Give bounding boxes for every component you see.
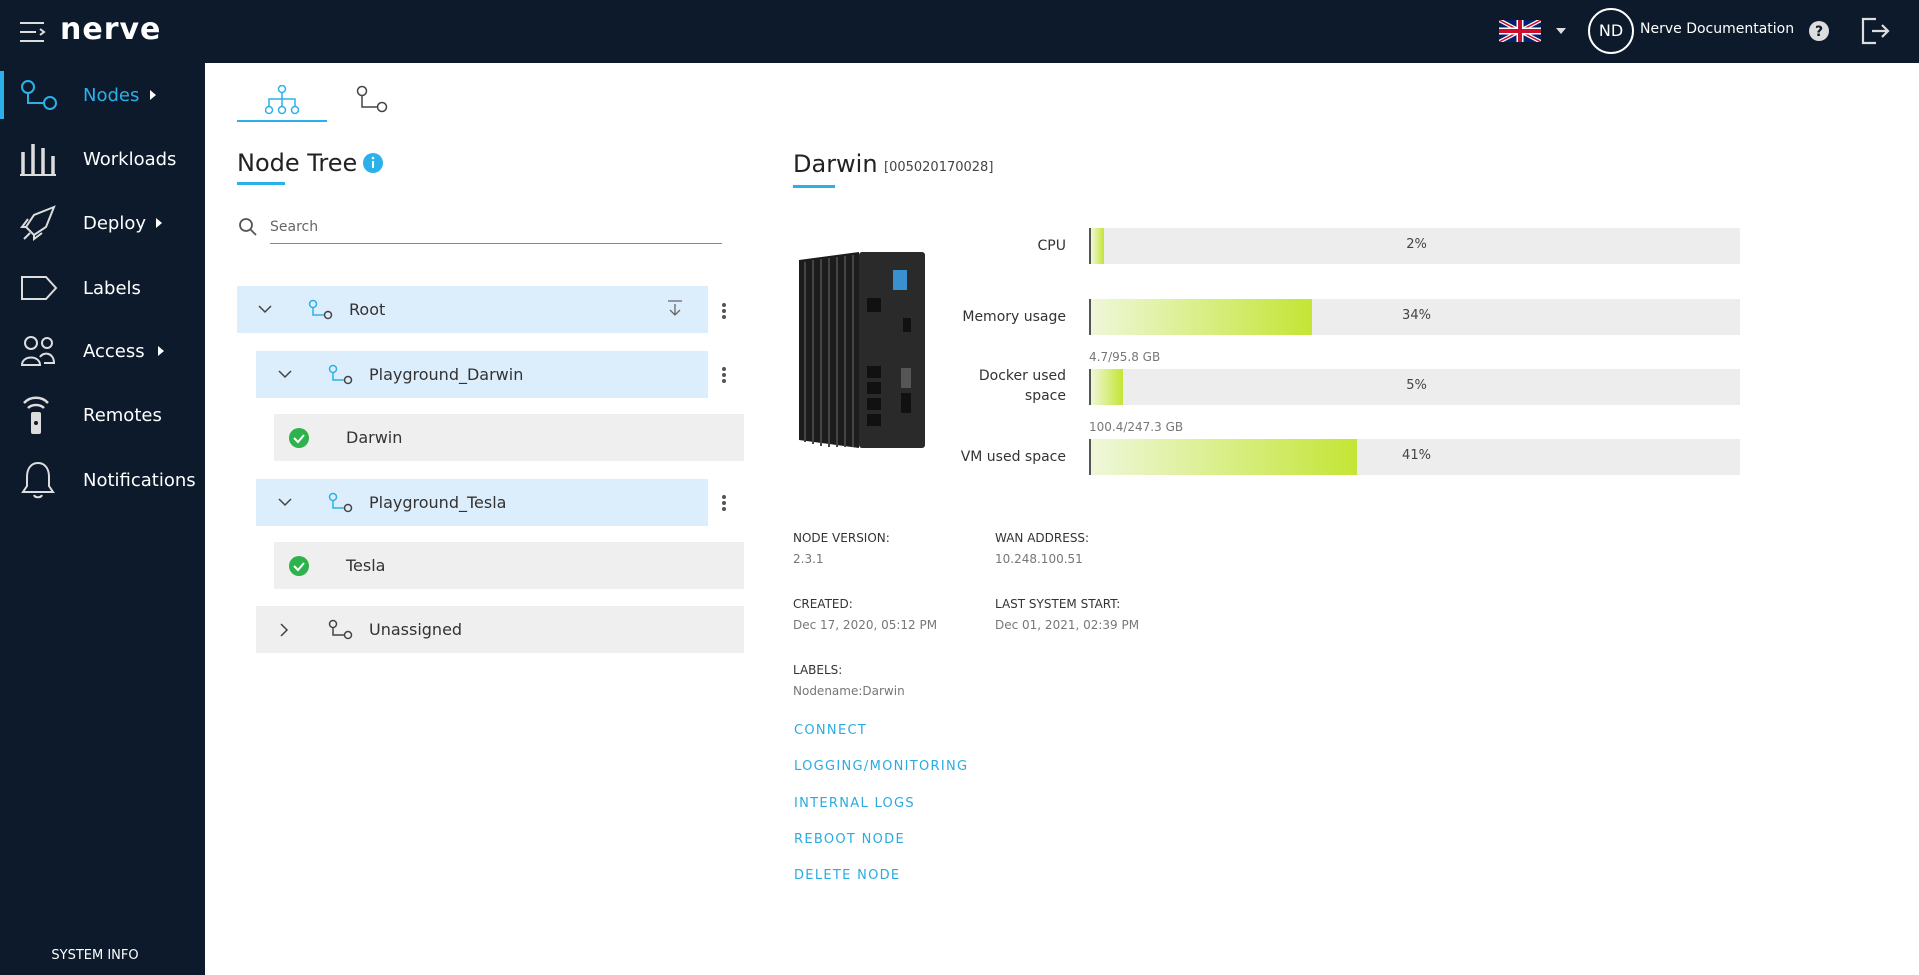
detail-label: CREATED: <box>793 597 853 611</box>
tree-label[interactable]: Root <box>349 300 385 319</box>
search-input[interactable]: Search <box>270 219 318 235</box>
menu-button[interactable] <box>18 20 46 44</box>
tree-row[interactable]: Darwin <box>274 414 744 461</box>
metric-value: 41% <box>1091 448 1742 463</box>
nav-item[interactable]: Workloads <box>0 131 205 187</box>
logout-button[interactable] <box>1860 17 1890 45</box>
search-icon <box>238 217 258 237</box>
info-icon[interactable] <box>363 153 383 173</box>
metric-track: 41% <box>1089 439 1740 475</box>
metric-label: Memory usage <box>866 307 1066 327</box>
nav-label[interactable]: Nodes <box>83 85 139 106</box>
metric-track: 34% <box>1089 299 1740 335</box>
top-bar: nerve ND Nerve Documentation ? <box>0 0 1919 63</box>
metric-value: 34% <box>1091 308 1742 323</box>
action-link[interactable]: LOGGING/MONITORING <box>794 759 968 774</box>
metric-track: 5% <box>1089 369 1740 405</box>
row-menu[interactable] <box>721 302 727 320</box>
nav-item[interactable]: Nodes <box>0 67 205 123</box>
tree-label[interactable]: Darwin <box>346 428 402 447</box>
tree-view-tab[interactable] <box>265 85 299 115</box>
action-link[interactable]: CONNECT <box>794 723 867 738</box>
tree-row[interactable]: Playground_Darwin <box>256 351 708 398</box>
language-flag[interactable] <box>1499 20 1541 42</box>
detail-label: LAST SYSTEM START: <box>995 597 1120 611</box>
tree-label[interactable]: Tesla <box>346 556 385 575</box>
tree-row[interactable]: Playground_Tesla <box>256 479 708 526</box>
nav-label[interactable]: Access <box>83 341 145 362</box>
action-link[interactable]: DELETE NODE <box>794 868 900 883</box>
tab-indicator <box>237 120 327 122</box>
user-name[interactable]: Nerve Documentation <box>1640 21 1794 37</box>
row-menu[interactable] <box>721 366 727 384</box>
help-button[interactable]: ? <box>1808 20 1830 42</box>
action-link[interactable]: REBOOT NODE <box>794 832 905 847</box>
svg-text:?: ? <box>1815 24 1823 40</box>
nav-label[interactable]: Remotes <box>83 405 162 426</box>
tree-row[interactable]: Tesla <box>274 542 744 589</box>
language-dropdown[interactable] <box>1555 27 1567 35</box>
detail-label: WAN ADDRESS: <box>995 531 1089 545</box>
nav-item[interactable]: Notifications <box>0 452 205 508</box>
action-link[interactable]: INTERNAL LOGS <box>794 796 915 811</box>
tree-label[interactable]: Unassigned <box>369 620 462 639</box>
tree-label[interactable]: Playground_Darwin <box>369 365 523 384</box>
detail-label: NODE VERSION: <box>793 531 890 545</box>
metric-caption: 4.7/95.8 GB <box>1089 350 1160 364</box>
metric-caption: 100.4/247.3 GB <box>1089 420 1183 434</box>
detail-label: LABELS: <box>793 663 842 677</box>
metric-label: Docker used space <box>866 366 1066 406</box>
nav-label[interactable]: Notifications <box>83 470 196 491</box>
nav-label[interactable]: Deploy <box>83 213 146 234</box>
nav-item[interactable]: Remotes <box>0 387 205 443</box>
row-menu[interactable] <box>721 494 727 512</box>
metric-value: 5% <box>1091 378 1742 393</box>
system-info[interactable]: SYSTEM INFO <box>0 948 190 963</box>
tree-row[interactable]: Root <box>237 286 708 333</box>
nav-label[interactable]: Workloads <box>83 149 176 170</box>
list-view-tab[interactable] <box>356 85 390 113</box>
nav-item[interactable]: Labels <box>0 260 205 316</box>
node-name: Darwin <box>793 150 878 178</box>
detail-value: Dec 01, 2021, 02:39 PM <box>995 618 1139 632</box>
nav-item[interactable]: Access <box>0 323 205 379</box>
user-avatar[interactable]: ND <box>1588 8 1634 54</box>
logo[interactable]: nerve <box>60 12 161 47</box>
tree-row[interactable]: Unassigned <box>256 606 744 653</box>
panel-title: Node Tree <box>237 149 357 177</box>
metric-track: 2% <box>1089 228 1740 264</box>
sidebar: Nodes Workloads Deploy Labels Access Rem… <box>0 63 205 975</box>
device-image <box>793 248 933 453</box>
detail-value: 2.3.1 <box>793 552 824 566</box>
metric-label: VM used space <box>866 447 1066 467</box>
search-underline <box>270 243 722 244</box>
detail-value: Nodename:Darwin <box>793 684 905 698</box>
title-underline <box>793 185 835 188</box>
metric-value: 2% <box>1091 237 1742 252</box>
nav-item[interactable]: Deploy <box>0 195 205 251</box>
title-underline <box>237 182 285 185</box>
tree-label[interactable]: Playground_Tesla <box>369 493 506 512</box>
detail-value: 10.248.100.51 <box>995 552 1083 566</box>
nav-label[interactable]: Labels <box>83 278 141 299</box>
metric-label: CPU <box>866 236 1066 256</box>
node-serial: [005020170028] <box>884 160 993 175</box>
detail-value: Dec 17, 2020, 05:12 PM <box>793 618 937 632</box>
